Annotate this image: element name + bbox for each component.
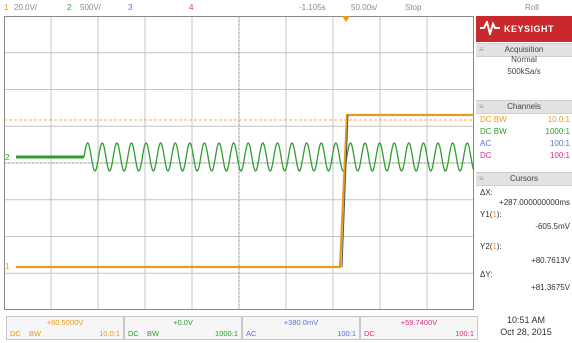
ch1-coupling: DC bbox=[10, 329, 21, 338]
acquisition-title: Acquisition bbox=[504, 45, 544, 54]
ch2-scale[interactable]: 500V/ bbox=[80, 3, 101, 12]
channels-header[interactable]: ≡ Channels bbox=[476, 100, 572, 114]
ch2-number[interactable]: 2 bbox=[67, 3, 72, 12]
ch2-info-box[interactable]: +0.0V DC BW 1000:1 bbox=[124, 316, 242, 340]
cursor-y1-prefix: Y1( bbox=[480, 210, 493, 219]
ch1-trace-edge bbox=[341, 114, 349, 268]
cursor-dy-value: +81.3675V bbox=[531, 283, 570, 292]
channel-probe: 10.0:1 bbox=[547, 115, 570, 124]
channel-coupling: AC bbox=[480, 139, 492, 148]
mode-label[interactable]: Roll bbox=[525, 3, 539, 12]
graticule-border bbox=[4, 16, 474, 310]
cursors-header[interactable]: ≡ Cursors bbox=[476, 172, 572, 186]
ch3-offset: +380.0mV bbox=[283, 318, 319, 327]
channel-probe: 100:1 bbox=[549, 139, 570, 148]
channel-row-4[interactable]: DC 100:1 bbox=[480, 150, 570, 162]
cursor-y1-suffix: ): bbox=[496, 210, 502, 219]
cursor-dx-value: +287.000000000ms bbox=[499, 198, 570, 207]
ch1-ground-marker[interactable]: 1 bbox=[5, 262, 10, 271]
ch4-info-box[interactable]: +59.7400V DC 100:1 bbox=[360, 316, 478, 340]
ch4-offset: +59.7400V bbox=[400, 318, 438, 327]
channel-row-3[interactable]: AC 100:1 bbox=[480, 138, 570, 150]
grip-icon: ≡ bbox=[479, 174, 484, 183]
ch4-probe: 100:1 bbox=[455, 329, 474, 338]
acquisition-header[interactable]: ≡ Acquisition bbox=[476, 43, 572, 57]
ch1-number[interactable]: 1 bbox=[4, 3, 9, 12]
ch4-coupling: DC bbox=[364, 329, 375, 338]
acquisition-info: Normal 500kSa/s bbox=[476, 54, 572, 78]
brand-logo: KEYSIGHT bbox=[476, 16, 572, 42]
ch4-number[interactable]: 4 bbox=[189, 3, 194, 12]
ch2-coupling: DC bbox=[128, 329, 139, 338]
status-bar: 1 20.0V/ 2 500V/ 3 4 -1.105s 50.00s/ Sto… bbox=[0, 0, 572, 16]
run-state[interactable]: Stop bbox=[405, 3, 422, 12]
cursor-y2-channel: 1 bbox=[492, 242, 497, 251]
ch1-scale[interactable]: 20.0V/ bbox=[14, 3, 38, 12]
ch2-trace-sine bbox=[83, 142, 474, 172]
clock-date: Oct 28, 2015 bbox=[500, 327, 552, 337]
ch2-offset: +0.0V bbox=[173, 318, 193, 327]
time-scale[interactable]: 50.00s/ bbox=[351, 3, 378, 12]
channels-title: Channels bbox=[507, 102, 541, 111]
channel-probe: 1000:1 bbox=[545, 127, 570, 136]
cursor-dy-label: ΔY: bbox=[480, 270, 493, 279]
ch2-probe: 1000:1 bbox=[215, 329, 238, 338]
ch2-ground-marker[interactable]: 2 bbox=[5, 153, 10, 162]
ch1-trace bbox=[16, 113, 474, 269]
channel-coupling: DC BW bbox=[480, 115, 507, 124]
clock-time: 10:51 AM bbox=[506, 315, 546, 325]
cursor-y2-suffix: ): bbox=[496, 242, 502, 251]
ch2-bw: BW bbox=[147, 329, 160, 338]
ch1-bw: BW bbox=[29, 329, 42, 338]
grip-icon: ≡ bbox=[479, 102, 484, 111]
ch3-number[interactable]: 3 bbox=[128, 3, 133, 12]
channel-coupling: DC BW bbox=[480, 127, 507, 136]
graticule-grid bbox=[4, 16, 474, 310]
cursor-dx-label: ΔX: bbox=[480, 188, 493, 197]
waveform-display[interactable]: 2 1 bbox=[4, 16, 474, 310]
cursor-y2-prefix: Y2( bbox=[480, 242, 493, 251]
ch1-offset: +60.5000V bbox=[46, 318, 84, 327]
channel-row-1[interactable]: DC BW 10.0:1 bbox=[480, 114, 570, 126]
cursor-y1-value: -605.5mV bbox=[535, 222, 570, 231]
channel-probe: 100:1 bbox=[549, 151, 570, 160]
trigger-marker-icon[interactable] bbox=[342, 16, 350, 22]
time-delay[interactable]: -1.105s bbox=[299, 3, 326, 12]
cursor-y1-channel: 1 bbox=[492, 210, 497, 219]
channel-bar: +60.5000V DC BW 10.0:1 +0.0V DC BW 1000:… bbox=[0, 312, 572, 343]
ch3-coupling: AC bbox=[246, 329, 257, 338]
ch3-info-box[interactable]: +380.0mV AC 100:1 bbox=[242, 316, 360, 340]
channel-coupling: DC bbox=[480, 151, 492, 160]
cursor-y2-label[interactable]: Y2(1): bbox=[480, 241, 570, 253]
sample-rate: 500kSa/s bbox=[507, 67, 541, 76]
waveform-graticule[interactable]: 2 1 bbox=[4, 16, 474, 310]
cursor-y1-label[interactable]: Y1(1): bbox=[480, 209, 570, 221]
cursors-title: Cursors bbox=[509, 174, 538, 183]
keysight-wave-icon bbox=[480, 21, 500, 35]
grip-icon: ≡ bbox=[479, 45, 484, 54]
ch3-probe: 100:1 bbox=[337, 329, 356, 338]
clock: 10:51 AM Oct 28, 2015 bbox=[484, 314, 568, 338]
side-panel: KEYSIGHT ≡ Acquisition Normal 500kSa/s ≡… bbox=[476, 16, 572, 310]
brand-name: KEYSIGHT bbox=[504, 24, 555, 34]
channel-row-2[interactable]: DC BW 1000:1 bbox=[480, 126, 570, 138]
acq-mode: Normal bbox=[511, 55, 537, 64]
cursor-y2-value: +80.7613V bbox=[531, 256, 570, 265]
ch1-probe: 10.0:1 bbox=[99, 329, 120, 338]
ch1-info-box[interactable]: +60.5000V DC BW 10.0:1 bbox=[6, 316, 124, 340]
